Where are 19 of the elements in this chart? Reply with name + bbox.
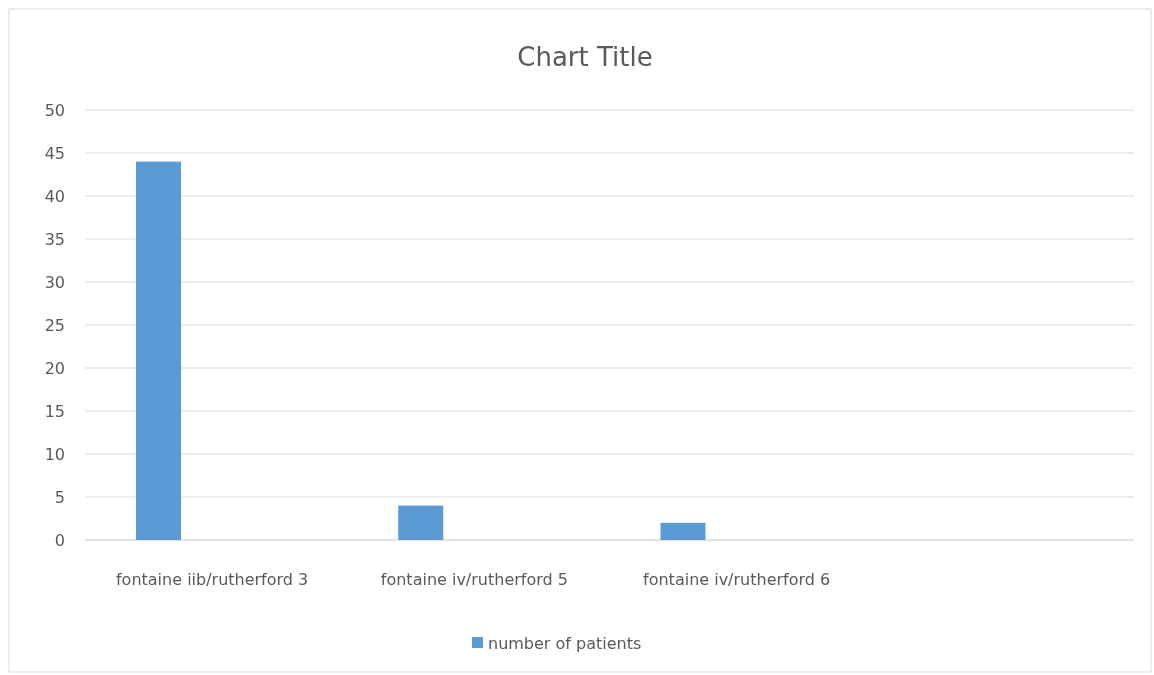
y-tick-label: 5 (54, 487, 65, 507)
y-tick-label: 50 (44, 100, 65, 120)
bar (398, 505, 444, 540)
y-tick-label: 40 (44, 186, 65, 206)
chart-title: Chart Title (517, 42, 653, 72)
y-tick-label: 20 (44, 358, 65, 378)
bar (660, 522, 706, 540)
x-tick-label: fontaine iv/rutherford 5 (380, 570, 568, 589)
y-tick-label: 10 (44, 444, 65, 464)
legend-label: number of patients (488, 633, 642, 653)
y-tick-label: 0 (54, 530, 65, 550)
bar (136, 161, 181, 540)
y-tick-label: 35 (44, 229, 65, 249)
y-tick-label: 45 (44, 143, 65, 163)
y-tick-label: 30 (44, 272, 65, 292)
x-tick-label: fontaine iv/rutherford 6 (643, 570, 831, 589)
y-tick-label: 15 (44, 401, 65, 421)
y-tick-label: 25 (44, 315, 65, 335)
x-tick-label: fontaine iib/rutherford 3 (115, 570, 309, 589)
